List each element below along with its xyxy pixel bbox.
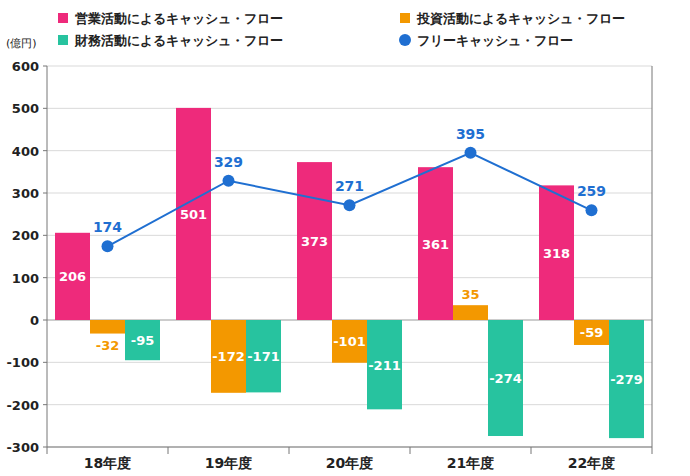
data-label: 373: [301, 234, 328, 249]
tick-label: 0: [30, 313, 39, 328]
data-label: -95: [131, 333, 155, 348]
grid-line: [47, 404, 652, 405]
bar: [297, 162, 332, 320]
point: [102, 240, 114, 252]
tick-label: -200: [6, 398, 39, 413]
category-separator: [410, 447, 411, 454]
bar: [246, 320, 281, 392]
bar: [332, 320, 367, 363]
legend-marker: [58, 35, 68, 45]
tick-mark: [43, 320, 47, 321]
category-label: 22年度: [568, 455, 615, 471]
data-label: -279: [610, 372, 643, 387]
point: [586, 204, 598, 216]
data-label: 329: [214, 154, 243, 170]
y-axis: [47, 66, 48, 447]
legend-marker: [400, 13, 410, 23]
chart: -300 -200 -100 0 100 200 300 400 500 600 (億円) 18年度 1…: [0, 0, 690, 476]
category-label: 18年度: [84, 455, 131, 471]
category-separator: [289, 447, 290, 454]
data-label: -274: [489, 371, 522, 386]
data-label: -172: [212, 349, 245, 364]
point: [465, 147, 477, 159]
data-label: 259: [577, 183, 606, 199]
tick-mark: [43, 277, 47, 278]
legend-label: フリーキャッシュ・フロー: [417, 33, 573, 48]
line: [108, 153, 592, 247]
bar: [176, 108, 211, 320]
point: [344, 199, 356, 211]
tick-mark: [43, 108, 47, 109]
tick-mark: [43, 193, 47, 194]
legend-marker: [399, 34, 411, 46]
bar: [539, 185, 574, 320]
bar: [55, 233, 90, 320]
tick-label: -100: [6, 355, 39, 370]
bar: [125, 320, 160, 360]
bar: [574, 320, 609, 345]
tick-label: 600: [12, 59, 39, 74]
data-label: 361: [422, 237, 449, 252]
legend-label: 投資活動によるキャッシュ・フロー: [416, 11, 625, 26]
bar: [418, 167, 453, 320]
legend-marker: [58, 13, 68, 23]
grid-line: [47, 447, 652, 448]
legend-label: 営業活動によるキャッシュ・フロー: [75, 11, 283, 26]
category-separator: [652, 447, 653, 454]
legend: 営業活動によるキャッシュ・フロー 投資活動によるキャッシュ・フロー財務活動によるキ…: [58, 11, 625, 48]
data-label: -59: [580, 325, 604, 340]
axis-label: (億円): [6, 37, 37, 50]
data-label: 395: [456, 126, 485, 142]
tick-label: 100: [12, 271, 39, 286]
x-axis: [47, 447, 652, 448]
data-label: 35: [461, 287, 479, 302]
grid-line: [47, 108, 652, 109]
bar: [367, 320, 402, 409]
data-label: -211: [368, 358, 401, 373]
tick-label: 200: [12, 228, 39, 243]
grid-line: [47, 150, 652, 151]
tick-mark: [43, 404, 47, 405]
category-label: 21年度: [447, 455, 494, 471]
data-label: 206: [59, 269, 86, 284]
tick-mark: [43, 447, 47, 448]
data-label: 174: [93, 219, 122, 235]
data-label: -32: [96, 338, 120, 353]
category-label: 20年度: [326, 455, 373, 471]
tick-label: 400: [12, 144, 39, 159]
data-labels: 206 501 373 361 318 -32 -172 -101 35 -59 -95 -171 -2…: [59, 126, 643, 387]
data-label: -101: [333, 334, 366, 349]
tick-label: -300: [6, 440, 39, 455]
tick-mark: [43, 66, 47, 67]
legend-label: 財務活動によるキャッシュ・フロー: [74, 33, 283, 48]
bar: [609, 320, 644, 438]
data-label: 501: [180, 207, 207, 222]
data-label: 318: [543, 246, 570, 261]
bar: [488, 320, 523, 436]
bar: [90, 320, 125, 334]
data-label: 271: [335, 178, 364, 194]
bar: [453, 305, 488, 320]
category-separator: [531, 447, 532, 454]
tick-label: 300: [12, 186, 39, 201]
data-label: -171: [247, 349, 280, 364]
tick-mark: [43, 235, 47, 236]
point: [223, 175, 235, 187]
category-separator: [168, 447, 169, 454]
category-label: 19年度: [205, 455, 252, 471]
category-separator: [47, 447, 48, 454]
grid-line: [47, 66, 652, 67]
bar: [211, 320, 246, 393]
tick-mark: [43, 362, 47, 363]
tick-mark: [43, 150, 47, 151]
marks: [55, 108, 644, 438]
tick-label: 500: [12, 101, 39, 116]
right-axis: [652, 66, 653, 447]
